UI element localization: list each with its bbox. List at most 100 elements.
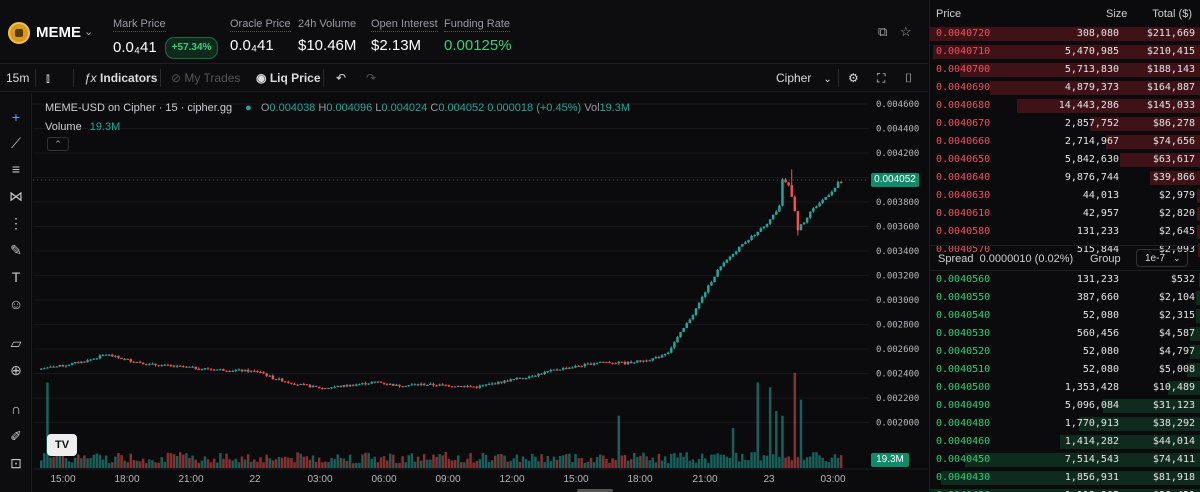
bid-row[interactable]: 0.0040560 131,233 $532 [930,272,1200,288]
text-icon[interactable]: T [11,269,21,285]
volume-bar [478,459,482,468]
bid-row[interactable]: 0.0040460 1,414,282 $44,014 [930,434,1200,450]
candle-body [531,376,534,378]
volume-bar [670,453,673,468]
candle-body [107,354,111,356]
ask-row[interactable]: 0.0040660 2,714,967 $74,656 [930,134,1200,150]
my-trades-button[interactable]: ⊘ My Trades [171,71,241,85]
bid-row[interactable]: 0.0040550 387,660 $2,104 [930,290,1200,306]
candle-body [608,362,611,364]
chart-scrollbar[interactable] [577,489,613,492]
exchange-selector[interactable]: Cipher ⌄ [776,71,832,85]
stat-value: $10.46M [298,37,357,54]
candle-body [419,383,423,385]
ask-row[interactable]: 0.0040580 131,233 $2,645 [930,224,1200,240]
ask-row[interactable]: 0.0040630 44,013 $2,979 [930,188,1200,204]
bid-row[interactable]: 0.0040450 7,514,543 $74,411 [930,452,1200,468]
collapse-legend-button[interactable]: ⌃ [47,137,69,151]
ask-row[interactable]: 0.0040670 2,857,752 $86,278 [930,116,1200,132]
pattern-icon[interactable]: ⋈ [9,188,23,204]
settings-icon[interactable]: ⚙ [848,71,859,85]
indicators-button[interactable]: ƒx Indicators [84,71,158,85]
ask-row[interactable]: 0.0040680 14,443,286 $145,033 [930,98,1200,114]
lock-drawing-icon[interactable]: ✐ [10,428,22,444]
candle-body [623,362,627,365]
candle-body [571,367,574,369]
market-selector[interactable]: MEME [36,24,81,41]
ask-row[interactable]: 0.0040700 5,713,830 $188,143 [930,62,1200,78]
volume-bar [518,461,522,468]
volume-bar [246,454,250,468]
ask-row[interactable]: 0.0040720 308,080 $211,669 [930,26,1200,42]
crosshair-icon[interactable]: + [11,109,21,125]
chevron-down-icon[interactable]: ⌄ [84,26,94,38]
candle-body [64,365,68,367]
candle-body [827,195,831,198]
price-chart[interactable]: 0.0046000.0044000.0042000.0040000.003800… [33,93,928,492]
candle-body [40,368,43,370]
volume-bar [599,454,602,468]
candle-body [385,383,389,385]
candle-body [237,369,241,371]
bid-row[interactable]: 0.0040480 1,770,913 $38,292 [930,416,1200,432]
zoom-in-icon[interactable]: ⊕ [10,362,22,378]
camera-icon[interactable]: ⌷ [905,71,913,85]
interval-selector[interactable]: 15m [6,71,30,85]
brush-icon[interactable]: ✎ [10,242,22,258]
candle-body [416,384,420,386]
lock-icon[interactable]: ⊡ [10,455,22,471]
bid-row[interactable]: 0.0040500 1,353,428 $10,489 [930,380,1200,396]
fullscreen-icon[interactable]: ⛶ [877,71,886,85]
tradingview-logo-icon[interactable]: TV [47,434,77,456]
volume-bar [382,456,386,468]
depth-bar [1190,327,1200,341]
candle-body [407,385,410,387]
magnet-icon[interactable]: ∩ [10,401,22,417]
volume-bar [666,463,670,468]
candle-type-icon[interactable]: ⫾ [46,71,50,85]
order-total: $86,421 [1153,488,1195,492]
order-price: 0.0040580 [936,226,991,237]
bid-row[interactable]: 0.0040430 1,856,931 $81,918 [930,470,1200,486]
group-selector[interactable]: 1e-7 ⌄ [1136,249,1188,267]
volume-bar [49,457,52,468]
star-icon[interactable]: ☆ [900,24,912,39]
ask-row[interactable]: 0.0040610 42,957 $2,820 [930,206,1200,222]
redo-icon[interactable]: ↷ [366,71,377,85]
bid-row[interactable]: 0.0040510 52,080 $5,008 [930,362,1200,378]
bid-row[interactable]: 0.0040490 5,096,084 $31,123 [930,398,1200,414]
volume-bar [95,453,99,468]
horizontal-lines-icon[interactable]: ≡ [11,161,21,177]
ask-row[interactable]: 0.0040650 5,842,630 $63,617 [930,152,1200,168]
trendline-icon[interactable]: ⟋ [11,135,21,151]
ask-row[interactable]: 0.0040640 9,876,744 $39,866 [930,170,1200,186]
order-total: $81,918 [1152,472,1195,483]
ask-row[interactable]: 0.0040710 5,470,985 $210,415 [930,44,1200,60]
volume-bar [543,462,546,468]
candle-body [586,363,590,365]
volume-bar [361,454,364,468]
volume-bar [697,459,701,468]
bid-row[interactable]: 0.0040530 560,456 $4,587 [930,326,1200,342]
candle-body [447,385,451,387]
bid-row[interactable]: 0.0040540 52,080 $2,315 [930,308,1200,324]
chart-canvas[interactable]: 0.0046000.0044000.0042000.0040000.003800… [33,93,928,492]
undo-icon[interactable]: ↶ [336,71,347,85]
candle-body [487,383,491,385]
layout-icon[interactable]: ⧉ [878,24,888,39]
emoji-icon[interactable]: ☺ [8,296,24,312]
bid-row[interactable]: 0.0040420 1,113,905 $86,421 [930,488,1200,492]
liq-price-button[interactable]: ◉ Liq Price [256,71,321,85]
ask-row[interactable]: 0.0040690 4,879,373 $164,887 [930,80,1200,96]
bid-row[interactable]: 0.0040520 52,080 $4,797 [930,344,1200,360]
candle-body [673,342,676,348]
volume-bar [188,457,191,468]
candle-body [527,376,531,379]
fib-icon[interactable]: ⋮ [9,215,23,231]
ruler-icon[interactable]: ▱ [10,335,22,351]
candle-body [685,323,688,329]
volume-bar [521,456,525,468]
candle-body [290,382,293,384]
volume-bar [790,460,793,468]
volume-bar [839,455,843,468]
